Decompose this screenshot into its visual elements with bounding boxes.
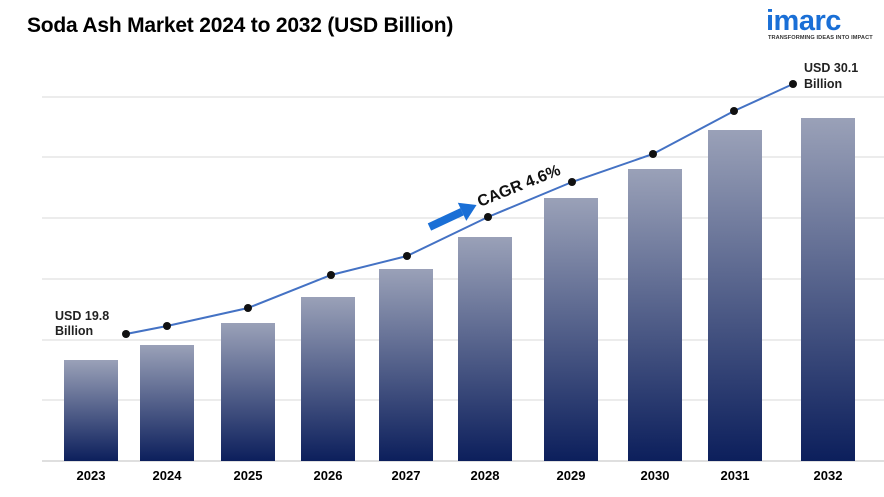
trend-point-2024 (163, 322, 171, 330)
bar-2031 (708, 130, 762, 461)
end-value-label: USD 30.1 (804, 61, 858, 75)
x-tick-label: 2025 (234, 468, 263, 483)
x-tick-label: 2028 (471, 468, 500, 483)
trend-point-2023 (122, 330, 130, 338)
bar-2029 (544, 198, 598, 461)
bar-2027 (379, 269, 433, 461)
x-tick-label: 2024 (153, 468, 183, 483)
bar-2030 (628, 169, 682, 461)
bar-2032 (801, 118, 855, 461)
trend-point-2026 (327, 271, 335, 279)
end-value-label-unit: Billion (804, 77, 842, 91)
bar-2026 (301, 297, 355, 461)
trend-line-path (125, 83, 794, 335)
x-tick-label: 2031 (721, 468, 750, 483)
x-tick-label: 2032 (814, 468, 843, 483)
trend-line (122, 80, 797, 338)
trend-point-2030 (649, 150, 657, 158)
start-value-label: USD 19.8 (55, 309, 109, 323)
imarc-logo: imarc TRANSFORMING IDEAS INTO IMPACT (766, 6, 878, 46)
trend-point-2032 (789, 80, 797, 88)
bar-2028 (458, 237, 512, 461)
trend-point-2025 (244, 304, 252, 312)
start-value-label-unit: Billion (55, 324, 93, 338)
x-tick-label: 2027 (392, 468, 421, 483)
x-tick-label: 2026 (314, 468, 343, 483)
chart-title: Soda Ash Market 2024 to 2032 (USD Billio… (27, 14, 454, 37)
trend-point-2027 (403, 252, 411, 260)
x-tick-label: 2023 (77, 468, 106, 483)
logo-tagline: TRANSFORMING IDEAS INTO IMPACT (768, 35, 873, 41)
cagr-arrow-icon (427, 202, 477, 231)
trend-point-2031 (730, 107, 738, 115)
bar-2025 (221, 323, 275, 461)
x-tick-label: 2029 (557, 468, 586, 483)
logo-wordmark: imarc (766, 5, 841, 37)
bar-2023 (64, 360, 118, 461)
bars (64, 118, 855, 461)
trend-point-2028 (484, 213, 492, 221)
x-tick-label: 2030 (641, 468, 670, 483)
bar-2024 (140, 345, 194, 461)
trend-point-2029 (568, 178, 576, 186)
